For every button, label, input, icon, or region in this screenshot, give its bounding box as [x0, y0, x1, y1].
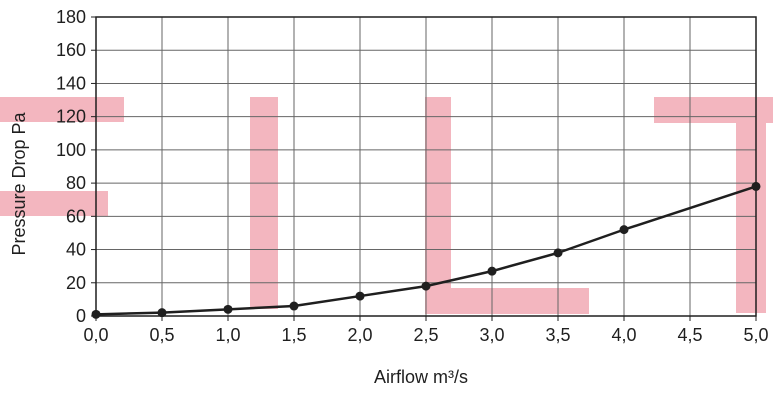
series-point-0-3 — [289, 301, 299, 311]
plot-frame — [95, 16, 757, 317]
series-point-0-1 — [157, 308, 167, 318]
series-layer — [91, 181, 761, 319]
series-point-0-4 — [355, 291, 365, 301]
y-tick-label-5: 100 — [56, 140, 86, 160]
series-point-0-5 — [421, 281, 431, 291]
y-tick-label-0: 0 — [76, 306, 86, 326]
series-point-0-0 — [91, 309, 101, 319]
x-tick-label-7: 3,5 — [545, 325, 570, 345]
watermark-layer — [0, 97, 773, 314]
watermark-block-bar-1 — [250, 97, 278, 309]
y-tick-label-4: 80 — [66, 173, 86, 193]
series-point-0-8 — [619, 225, 629, 235]
y-tick-label-2: 40 — [66, 240, 86, 260]
y-tick-label-1: 20 — [66, 273, 86, 293]
y-axis-title: Pressure Drop Pa — [9, 111, 29, 255]
y-tick-label-7: 140 — [56, 73, 86, 93]
grid-layer — [95, 16, 757, 317]
x-tick-label-8: 4,0 — [611, 325, 636, 345]
x-tick-label-5: 2,5 — [413, 325, 438, 345]
x-tick-label-9: 4,5 — [677, 325, 702, 345]
x-tick-label-6: 3,0 — [479, 325, 504, 345]
labels-layer: 0,0 0,5 1,0 1,5 2,0 2,5 3,0 3,5 4,0 4,5 5,0 0 20 40 60… — [9, 7, 769, 387]
y-tick-label-9: 180 — [56, 7, 86, 27]
series-point-0-9 — [751, 181, 761, 191]
y-tick-label-3: 60 — [66, 206, 86, 226]
y-tick-label-8: 160 — [56, 40, 86, 60]
series-point-0-6 — [487, 266, 497, 276]
watermark-block-left-mid — [0, 191, 108, 216]
x-tick-label-2: 1,0 — [215, 325, 240, 345]
x-tick-label-1: 0,5 — [149, 325, 174, 345]
x-tick-label-4: 2,0 — [347, 325, 372, 345]
x-tick-label-0: 0,0 — [83, 325, 108, 345]
series-point-0-7 — [553, 248, 563, 258]
x-tick-label-3: 1,5 — [281, 325, 306, 345]
x-tick-label-10: 5,0 — [743, 325, 768, 345]
watermark-block-right-vertical — [736, 97, 766, 313]
y-tick-label-6: 120 — [56, 107, 86, 127]
watermark-block-bar-2 — [425, 97, 451, 311]
watermark-block-left-top — [0, 97, 124, 122]
series-point-0-2 — [223, 304, 233, 314]
watermark-block-bottom-right — [425, 288, 589, 314]
axes-layer — [91, 16, 757, 321]
series-line-0 — [94, 185, 758, 316]
x-axis-title: Airflow m³/s — [374, 367, 468, 387]
